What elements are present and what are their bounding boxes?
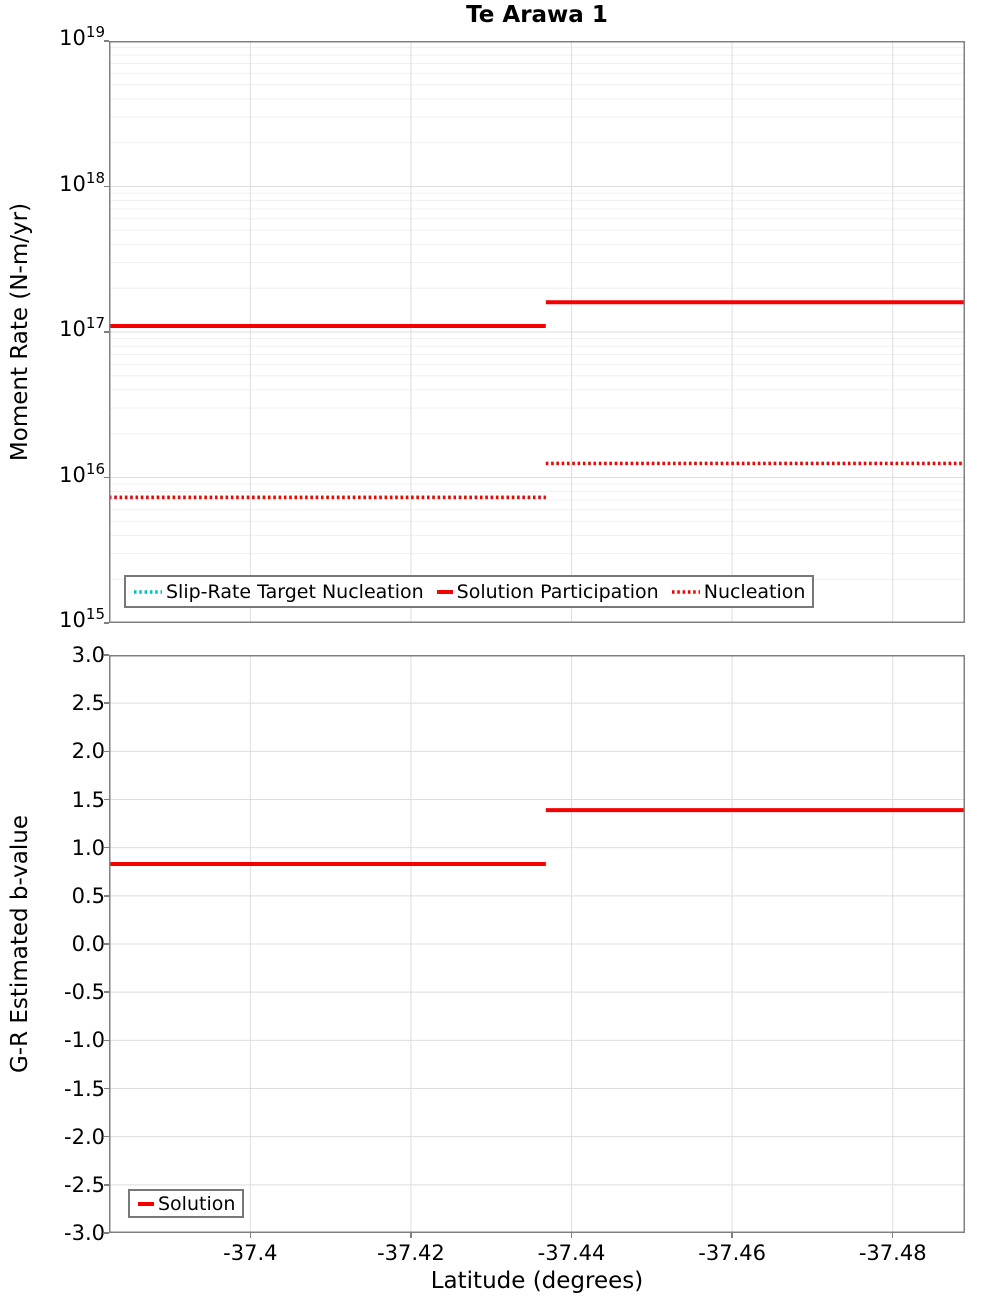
y-tick-label: 3.0 (71, 643, 105, 667)
log-y-tick-label: 1019 (25, 25, 105, 51)
legend-item: Slip-Rate Target Nucleation (133, 580, 424, 604)
axis-tick (104, 750, 109, 753)
tick-exponent: 18 (85, 168, 105, 187)
y-tick-label: 2.0 (71, 739, 105, 764)
y-tick-label: 2.5 (71, 691, 105, 716)
log-y-tick-label: 1017 (25, 316, 105, 342)
y-tick-label: -1.5 (64, 1076, 105, 1101)
x-tick-label: -37.4 (223, 1241, 278, 1265)
legend-item-label: Nucleation (703, 580, 806, 603)
axis-tick (104, 702, 109, 704)
tick-base: 10 (59, 317, 86, 341)
axis-tick (410, 1233, 412, 1238)
legend-line-sample (138, 1201, 154, 1206)
y-tick-label: 0.0 (71, 932, 105, 956)
axis-tick (104, 185, 109, 188)
axis-tick (104, 991, 109, 993)
moment-rate-legend: Slip-Rate Target Nucleation Solution Part… (124, 575, 815, 608)
tick-base: 10 (59, 171, 86, 196)
axis-tick (570, 1233, 573, 1238)
axis-tick (104, 1135, 109, 1138)
tick-exponent: 15 (85, 605, 105, 623)
axis-tick (104, 1232, 109, 1234)
y-tick-label: -1.0 (64, 1028, 105, 1053)
legend-item: Solution Participation (436, 580, 659, 604)
tick-base: 10 (59, 608, 86, 632)
tick-exponent: 16 (85, 459, 105, 478)
axis-tick (104, 476, 109, 479)
b-value-chart (109, 655, 965, 1233)
axis-tick (104, 1087, 109, 1090)
legend-item: Nucleation (671, 580, 806, 604)
chart-title: Te Arawa 1 (466, 2, 608, 28)
moment-rate-chart (109, 41, 965, 623)
log-y-tick-label: 1018 (25, 168, 105, 197)
axis-tick (104, 798, 109, 801)
axis-tick (104, 943, 109, 945)
y-tick-label: 1.0 (71, 835, 105, 860)
legend-item: Solution (137, 1192, 235, 1216)
axis-tick (249, 1233, 252, 1238)
tick-base: 10 (59, 462, 86, 487)
axis-tick (104, 331, 109, 333)
axis-tick (104, 654, 109, 656)
legend-item-label: Slip-Rate Target Nucleation (166, 580, 424, 603)
legend-line-sample (671, 589, 700, 594)
tick-exponent: 17 (85, 314, 105, 332)
axis-tick (104, 1039, 109, 1042)
b-value-axis-label: G-R Estimated b-value (7, 814, 33, 1074)
x-tick-label: -37.46 (698, 1241, 766, 1265)
axis-tick (104, 622, 109, 624)
tick-base: 10 (59, 26, 86, 50)
axis-tick (891, 1233, 894, 1238)
y-tick-label: 0.5 (71, 883, 105, 908)
legend-line-sample (134, 589, 162, 594)
axis-tick (104, 846, 109, 849)
y-tick-label: 1.5 (71, 787, 105, 812)
x-tick-label: -37.42 (377, 1241, 445, 1265)
plot-frame (109, 655, 965, 1233)
b-value-legend: Solution (128, 1189, 245, 1218)
legend-line-sample (436, 589, 453, 594)
legend-item-label: Solution (158, 1192, 236, 1215)
tick-exponent: 19 (85, 23, 105, 41)
latitude-axis-label: Latitude (degrees) (430, 1268, 644, 1294)
y-tick-label: -3.0 (64, 1221, 105, 1245)
legend-item-label: Solution Participation (456, 580, 659, 603)
x-tick-label: -37.44 (537, 1241, 606, 1265)
log-y-tick-label: 1015 (25, 607, 105, 633)
plot-frame (109, 41, 965, 623)
moment-rate-axis-label: Moment Rate (N-m/yr) (7, 202, 33, 462)
axis-tick (731, 1233, 733, 1238)
log-y-tick-label: 1016 (25, 459, 105, 488)
x-tick-label: -37.48 (858, 1241, 927, 1265)
y-tick-label: -2.0 (64, 1124, 105, 1149)
axis-tick (104, 895, 109, 897)
y-tick-label: -2.5 (64, 1172, 105, 1197)
y-tick-label: -0.5 (64, 980, 105, 1005)
axis-tick (104, 40, 109, 42)
axis-tick (104, 1184, 109, 1186)
